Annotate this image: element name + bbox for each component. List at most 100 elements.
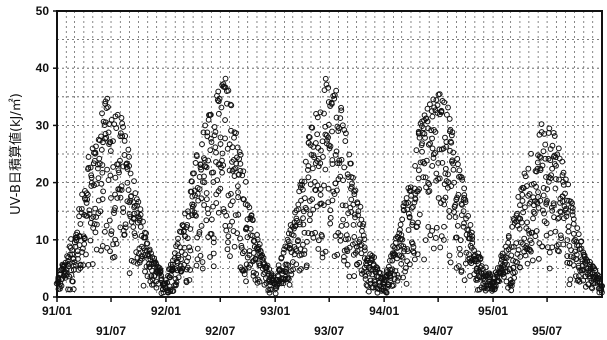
- data-point: [198, 195, 205, 202]
- data-point: [421, 112, 428, 119]
- data-point: [340, 177, 346, 184]
- data-point: [203, 164, 210, 171]
- data-point: [222, 135, 228, 142]
- data-point: [410, 244, 417, 250]
- data-point: [217, 141, 224, 147]
- data-point: [446, 116, 453, 122]
- data-point: [576, 273, 582, 280]
- data-point: [363, 282, 370, 288]
- data-point: [114, 195, 121, 201]
- data-point: [140, 218, 146, 225]
- data-point: [69, 278, 76, 285]
- data-point: [329, 128, 335, 135]
- data-point: [235, 211, 242, 218]
- data-point: [460, 208, 467, 215]
- data-point: [427, 140, 433, 147]
- data-point: [560, 169, 567, 176]
- data-point: [433, 97, 440, 103]
- data-point: [294, 238, 301, 245]
- data-point: [210, 239, 217, 246]
- data-point: [429, 113, 436, 120]
- data-point: [215, 110, 222, 117]
- data-point: [196, 231, 203, 237]
- data-point: [543, 220, 550, 227]
- data-point: [224, 246, 231, 253]
- data-point: [301, 178, 308, 185]
- data-point: [365, 288, 372, 295]
- data-point: [204, 129, 211, 136]
- data-point: [325, 121, 332, 128]
- data-point: [475, 250, 482, 257]
- data-point: [404, 248, 411, 255]
- data-point: [552, 228, 559, 235]
- data-point: [304, 238, 310, 245]
- data-point: [415, 175, 422, 182]
- data-point: [461, 192, 468, 198]
- data-point: [315, 163, 322, 170]
- data-point: [223, 212, 230, 219]
- data-point: [524, 260, 531, 267]
- data-points: [53, 75, 606, 297]
- data-point: [97, 208, 104, 215]
- data-point: [436, 146, 443, 153]
- data-point: [540, 207, 546, 214]
- data-point: [169, 266, 176, 272]
- data-point: [120, 209, 127, 216]
- data-point: [458, 174, 465, 181]
- data-point: [332, 152, 339, 158]
- data-point: [570, 262, 577, 269]
- data-point: [361, 247, 368, 254]
- data-point: [461, 185, 468, 192]
- data-point: [564, 253, 571, 259]
- data-point: [536, 153, 543, 160]
- data-point: [432, 235, 439, 241]
- x-tick-label: 92/01: [151, 304, 181, 318]
- data-point: [103, 105, 110, 111]
- data-point: [184, 221, 191, 228]
- data-point: [300, 241, 306, 248]
- data-point: [434, 102, 441, 109]
- data-point: [144, 240, 151, 247]
- data-point: [566, 281, 573, 288]
- data-point: [338, 156, 345, 163]
- data-point: [208, 216, 215, 223]
- data-point: [411, 249, 417, 256]
- data-point: [290, 266, 296, 273]
- data-point: [233, 130, 239, 137]
- data-point: [241, 248, 248, 255]
- data-point: [146, 246, 153, 253]
- data-point: [419, 140, 425, 147]
- data-point: [524, 219, 530, 226]
- data-point: [325, 185, 332, 192]
- data-point: [302, 158, 309, 165]
- data-point: [562, 190, 568, 197]
- data-point: [218, 104, 225, 111]
- data-point: [143, 247, 150, 254]
- data-point: [273, 285, 280, 292]
- data-point: [456, 167, 463, 174]
- data-point: [332, 180, 339, 187]
- data-point: [193, 212, 199, 219]
- data-point: [78, 206, 85, 212]
- data-point: [140, 282, 147, 289]
- data-point: [314, 182, 321, 189]
- data-point: [354, 200, 361, 207]
- data-point: [196, 228, 203, 235]
- data-point: [295, 206, 302, 213]
- x-tick-label: 95/01: [478, 304, 508, 318]
- data-point: [594, 271, 601, 278]
- data-point: [298, 178, 305, 185]
- data-point: [528, 240, 535, 246]
- data-point: [207, 147, 214, 154]
- data-point: [399, 216, 406, 223]
- data-point: [509, 223, 516, 230]
- data-point: [122, 133, 129, 139]
- data-point: [340, 216, 346, 223]
- data-point: [122, 221, 129, 228]
- data-point: [450, 149, 457, 156]
- data-point: [110, 138, 116, 144]
- data-point: [282, 269, 289, 276]
- data-point: [228, 127, 234, 134]
- data-point: [81, 235, 88, 242]
- data-point: [85, 154, 92, 160]
